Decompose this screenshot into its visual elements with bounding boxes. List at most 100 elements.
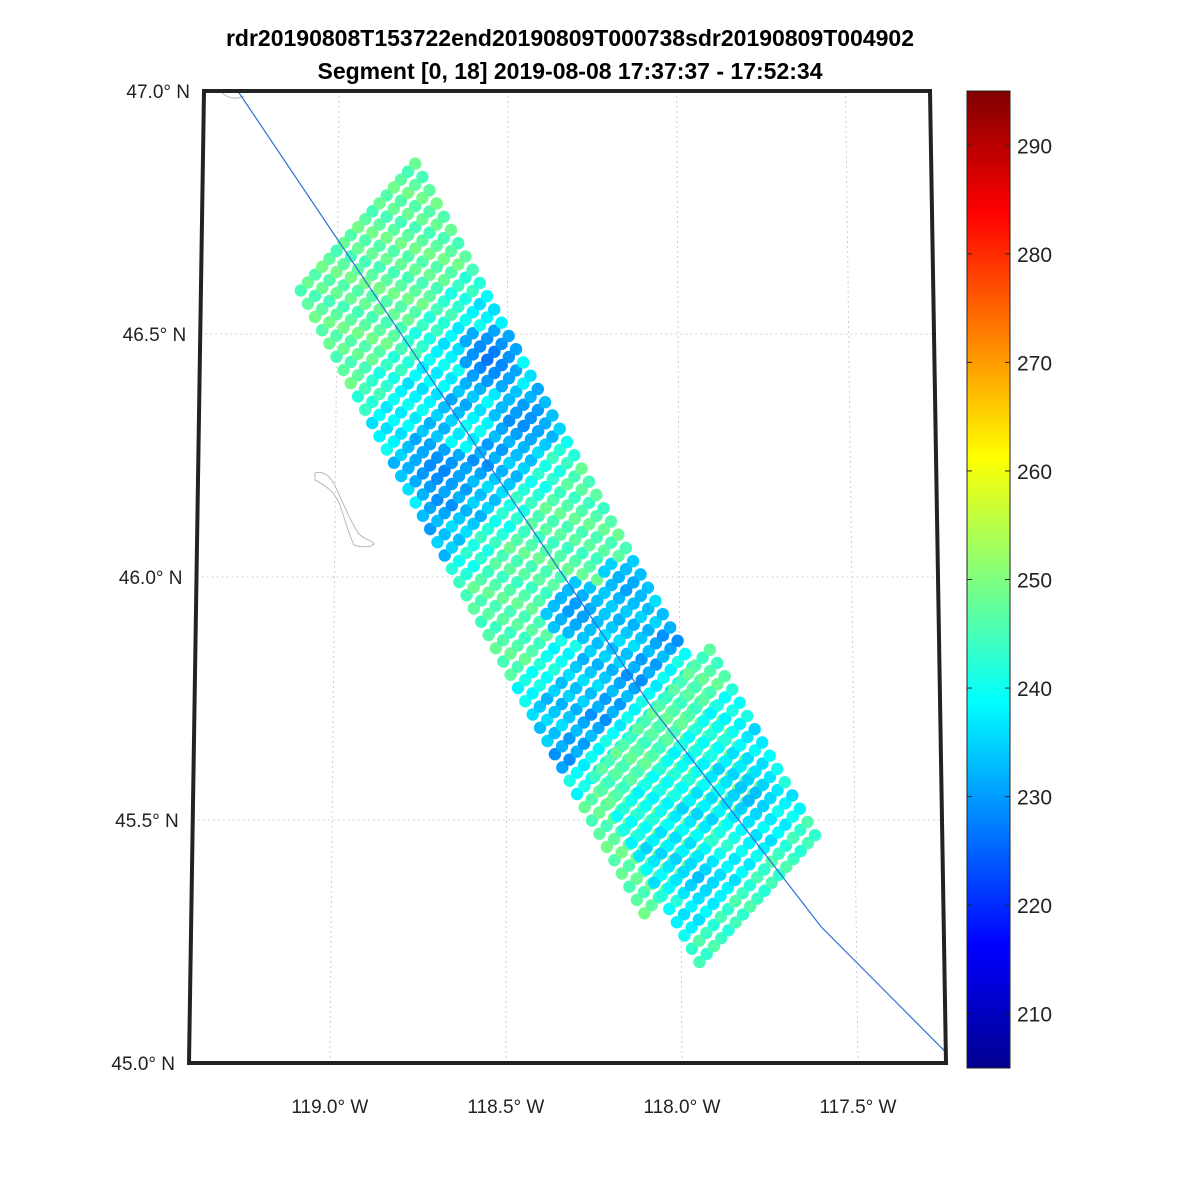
- swath-point: [416, 467, 430, 480]
- swath-point: [639, 736, 652, 749]
- swath-point: [706, 855, 719, 868]
- swath-point: [518, 568, 531, 581]
- swath-point: [610, 788, 623, 802]
- swath-point: [649, 658, 663, 671]
- swath-point: [517, 441, 530, 454]
- swath-point: [548, 663, 561, 676]
- swath-point: [510, 533, 524, 546]
- swath-point: [764, 834, 778, 847]
- swath-point: [488, 430, 502, 443]
- swath-point: [423, 205, 436, 218]
- swath-point: [496, 570, 509, 583]
- swath-point: [736, 908, 750, 921]
- swath-point: [617, 759, 630, 773]
- swath-point: [691, 786, 704, 799]
- swath-point: [682, 730, 696, 744]
- swath-point: [699, 842, 712, 855]
- swath-point: [316, 302, 329, 316]
- swath-point: [582, 496, 596, 510]
- swath-point: [623, 880, 636, 893]
- swath-point: [402, 313, 415, 326]
- swath-point: [488, 388, 501, 401]
- swath-point: [649, 594, 662, 608]
- swath-point: [416, 403, 429, 417]
- swath-point: [323, 337, 336, 350]
- swath-point: [758, 863, 771, 876]
- swath-point: [504, 668, 517, 681]
- swath-point: [787, 852, 800, 866]
- swath-point: [380, 295, 393, 308]
- swath-point: [808, 829, 822, 842]
- swath-point: [668, 704, 681, 717]
- swath-point: [663, 902, 676, 916]
- swath-point: [482, 628, 495, 642]
- swath-point: [664, 663, 677, 676]
- swath-point: [452, 427, 465, 440]
- swath-point: [612, 549, 625, 563]
- swath-point: [604, 515, 618, 528]
- swath-point: [733, 696, 746, 709]
- swath-point: [533, 658, 546, 671]
- swath-point: [416, 276, 429, 289]
- swath-point: [467, 454, 480, 467]
- swath-point: [568, 449, 581, 462]
- swath-point: [547, 621, 561, 634]
- swath-point: [423, 184, 436, 197]
- swath-point: [613, 697, 627, 711]
- lat-tick-label: 46.5° N: [123, 325, 187, 346]
- swath-point: [620, 584, 633, 597]
- swath-point: [539, 438, 552, 451]
- swath-point: [424, 522, 437, 536]
- swath-point: [693, 934, 706, 947]
- swath-point: [734, 738, 747, 752]
- swath-point: [525, 538, 538, 552]
- swath-point: [438, 337, 451, 350]
- swath-point: [646, 770, 660, 783]
- swath-point: [721, 881, 735, 895]
- swath-point: [670, 873, 683, 887]
- swath-point: [459, 398, 473, 411]
- swath-point: [337, 363, 350, 377]
- swath-point: [541, 692, 554, 705]
- swath-point: [409, 453, 422, 467]
- swath-point: [533, 594, 546, 607]
- swath-point: [352, 220, 365, 234]
- swath-point: [402, 440, 415, 454]
- swath-point: [524, 433, 538, 446]
- swath-point: [488, 409, 501, 422]
- swath-point: [509, 364, 523, 377]
- swath-point: [547, 557, 560, 570]
- swath-point: [380, 231, 393, 244]
- swath-point: [423, 459, 437, 472]
- swath-point: [547, 578, 560, 591]
- swath-point: [518, 631, 532, 644]
- swath-point: [337, 236, 350, 250]
- swath-point: [539, 480, 552, 494]
- swath-point: [373, 408, 386, 422]
- swath-point: [630, 872, 643, 885]
- colorbar-tick-label: 230: [1017, 787, 1052, 810]
- swath-point: [727, 789, 740, 802]
- swath-point: [677, 908, 691, 921]
- swath-point: [548, 684, 561, 697]
- swath-point: [330, 308, 343, 321]
- chart-title: rdr20190808T153722end20190809T000738sdr2…: [225, 25, 915, 51]
- swath-point: [460, 483, 473, 496]
- swath-point: [526, 708, 539, 721]
- swath-point: [621, 690, 634, 703]
- swath-point: [547, 599, 560, 613]
- swath-point: [359, 361, 372, 374]
- swath-point: [373, 218, 386, 231]
- swath-point: [696, 672, 710, 685]
- swath-point: [555, 655, 568, 668]
- lon-tick-label: 119.0° W: [291, 1097, 368, 1118]
- swath-point: [526, 623, 539, 636]
- swath-point: [617, 802, 631, 815]
- swath-point: [510, 427, 523, 441]
- swath-point: [409, 242, 422, 255]
- swath-point: [387, 287, 401, 300]
- swath-point: [402, 228, 415, 242]
- swath-point: [692, 913, 706, 926]
- swath-point: [431, 451, 444, 464]
- swath-point: [662, 881, 676, 894]
